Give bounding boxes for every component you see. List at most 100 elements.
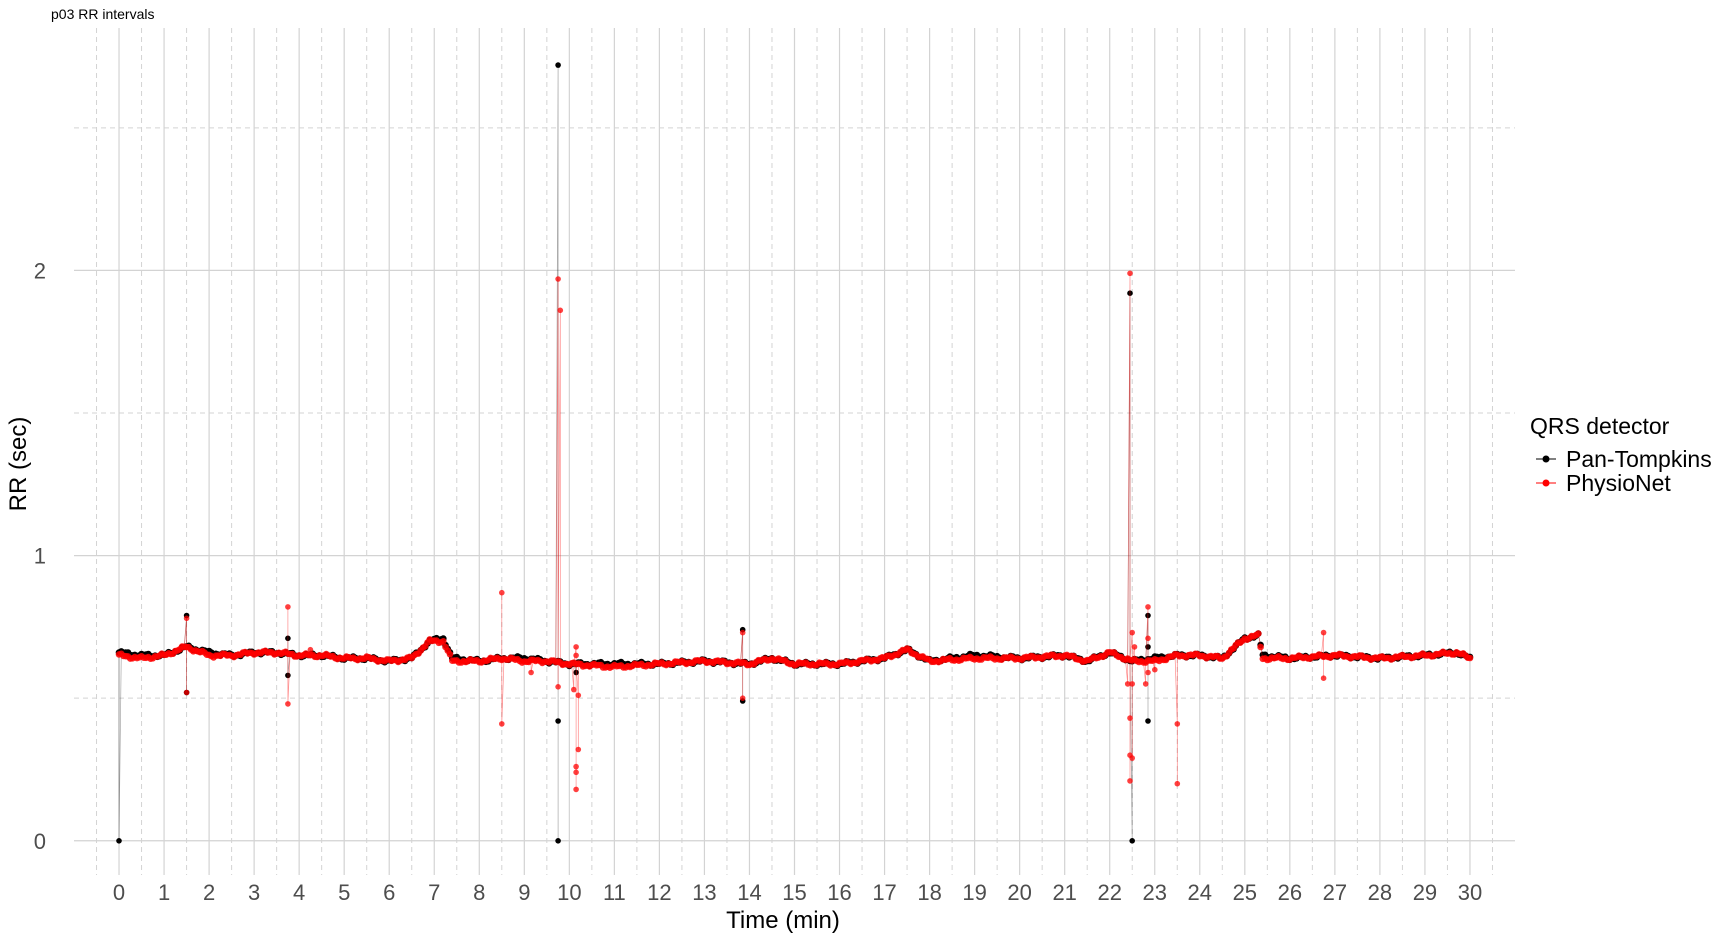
outlier-point-physionet xyxy=(739,629,746,636)
x-tick-label: 16 xyxy=(827,880,851,905)
outlier-point-physionet xyxy=(183,689,190,696)
legend-entry-physionet: PhysioNet xyxy=(1536,470,1671,496)
x-tick-label: 23 xyxy=(1143,880,1167,905)
outlier-point-physionet xyxy=(1129,629,1135,636)
x-tick-label: 25 xyxy=(1233,880,1257,905)
x-tick-label: 8 xyxy=(473,880,485,905)
series-physionet xyxy=(115,270,1474,793)
x-tick-label: 13 xyxy=(692,880,716,905)
x-tick-label: 19 xyxy=(962,880,986,905)
outlier-point-physionet xyxy=(573,644,579,650)
data-point-physionet xyxy=(440,638,447,645)
outlier-point-physionet xyxy=(1145,604,1151,610)
outlier-point-physionet xyxy=(1320,629,1327,636)
outlier-point-physionet xyxy=(555,276,561,282)
legend-key-point-physionet xyxy=(1542,479,1550,487)
x-tick-label: 26 xyxy=(1278,880,1302,905)
data-point-physionet xyxy=(446,651,454,658)
x-tick-label: 27 xyxy=(1323,880,1347,905)
outlier-point-pan-tompkins xyxy=(555,718,561,724)
y-tick-label: 0 xyxy=(34,829,46,854)
legend-key-point-pan-tompkins xyxy=(1542,455,1550,463)
outlier-point-physionet xyxy=(1174,780,1181,787)
outlier-point-physionet xyxy=(573,652,579,659)
outlier-point-physionet xyxy=(1320,675,1327,681)
outlier-point-pan-tompkins xyxy=(1127,290,1133,297)
data-point-physionet xyxy=(1255,630,1262,637)
outlier-point-physionet xyxy=(1127,715,1133,721)
x-tick-label: 2 xyxy=(203,880,215,905)
legend-label-physionet: PhysioNet xyxy=(1566,470,1671,496)
outlier-point-pan-tompkins xyxy=(555,838,561,844)
outlier-point-physionet xyxy=(571,686,577,693)
outlier-point-pan-tompkins xyxy=(285,635,291,642)
outlier-point-physionet xyxy=(573,769,579,776)
x-tick-label: 24 xyxy=(1188,880,1212,905)
x-tick-label: 11 xyxy=(603,880,626,905)
outlier-point-pan-tompkins xyxy=(573,669,579,676)
x-tick-label: 9 xyxy=(518,880,530,905)
x-tick-label: 30 xyxy=(1458,880,1482,905)
x-tick-label: 21 xyxy=(1052,880,1076,905)
x-tick-label: 28 xyxy=(1368,880,1392,905)
outlier-point-physionet xyxy=(285,604,291,610)
outlier-point-pan-tompkins xyxy=(1145,612,1151,619)
x-tick-label: 14 xyxy=(737,880,761,905)
outlier-point-physionet xyxy=(285,701,291,707)
outlier-point-physionet xyxy=(1129,755,1135,761)
outlier-point-physionet xyxy=(1129,681,1135,687)
outlier-point-physionet xyxy=(573,763,579,770)
legend-label-pan-tompkins: Pan-Tompkins xyxy=(1566,446,1712,472)
x-axis-title: Time (min) xyxy=(726,907,840,934)
outlier-point-physionet xyxy=(1127,778,1133,784)
outlier-point-physionet xyxy=(499,589,505,596)
x-tick-label: 18 xyxy=(917,880,941,905)
outlier-point-physionet xyxy=(1174,721,1181,727)
outlier-point-physionet xyxy=(1131,644,1138,650)
x-tick-label: 10 xyxy=(557,880,581,905)
x-tick-label: 6 xyxy=(383,880,395,905)
outlier-point-pan-tompkins xyxy=(1145,644,1151,650)
grid-layer xyxy=(74,28,1515,875)
chart-title: p03 RR intervals xyxy=(51,6,155,22)
x-tick-label: 17 xyxy=(872,880,896,905)
y-tick-label: 2 xyxy=(34,258,46,283)
outlier-point-physionet xyxy=(575,746,582,753)
outlier-point-pan-tompkins xyxy=(1145,718,1151,724)
x-tick-label: 15 xyxy=(782,880,806,905)
outlier-point-physionet xyxy=(528,669,534,676)
outlier-point-physionet xyxy=(499,721,505,727)
legend-entry-pan-tompkins: Pan-Tompkins xyxy=(1536,446,1712,472)
x-tick-label: 0 xyxy=(113,880,125,905)
outlier-point-physionet xyxy=(1142,681,1149,687)
outlier-point-pan-tompkins xyxy=(116,838,122,844)
data-point-physionet xyxy=(1257,643,1264,651)
x-tick-label: 5 xyxy=(338,880,350,905)
data-point-physionet xyxy=(1466,654,1474,662)
outlier-point-pan-tompkins xyxy=(1129,838,1135,844)
outlier-point-physionet xyxy=(1127,270,1133,277)
outlier-point-physionet xyxy=(555,684,561,690)
x-tick-label: 29 xyxy=(1413,880,1437,905)
outlier-point-physionet xyxy=(739,695,746,701)
x-tick-label: 20 xyxy=(1007,880,1031,905)
outlier-point-physionet xyxy=(575,692,582,699)
outlier-point-physionet xyxy=(307,646,314,653)
y-tick-label: 1 xyxy=(34,544,46,569)
axis-layer: 0 1 2 3 4 5 6 7 8 9 10 11 12 13 14 15 16 17 18 19 20 21 22 23 24… xyxy=(34,258,1482,905)
x-tick-label: 12 xyxy=(647,880,671,905)
x-tick-label: 7 xyxy=(428,880,440,905)
outlier-point-physionet xyxy=(1152,666,1158,673)
outlier-point-pan-tompkins xyxy=(285,672,291,679)
x-tick-label: 3 xyxy=(248,880,260,905)
series-layer xyxy=(115,62,1474,844)
outlier-point-pan-tompkins xyxy=(555,62,561,68)
legend: QRS detector Pan-Tompkins PhysioNet xyxy=(1530,413,1712,496)
outlier-point-physionet xyxy=(573,786,579,793)
outlier-point-physionet xyxy=(1145,669,1151,676)
outlier-point-physionet xyxy=(1124,681,1131,687)
x-tick-label: 1 xyxy=(158,880,170,905)
outlier-point-physionet xyxy=(1145,635,1151,642)
